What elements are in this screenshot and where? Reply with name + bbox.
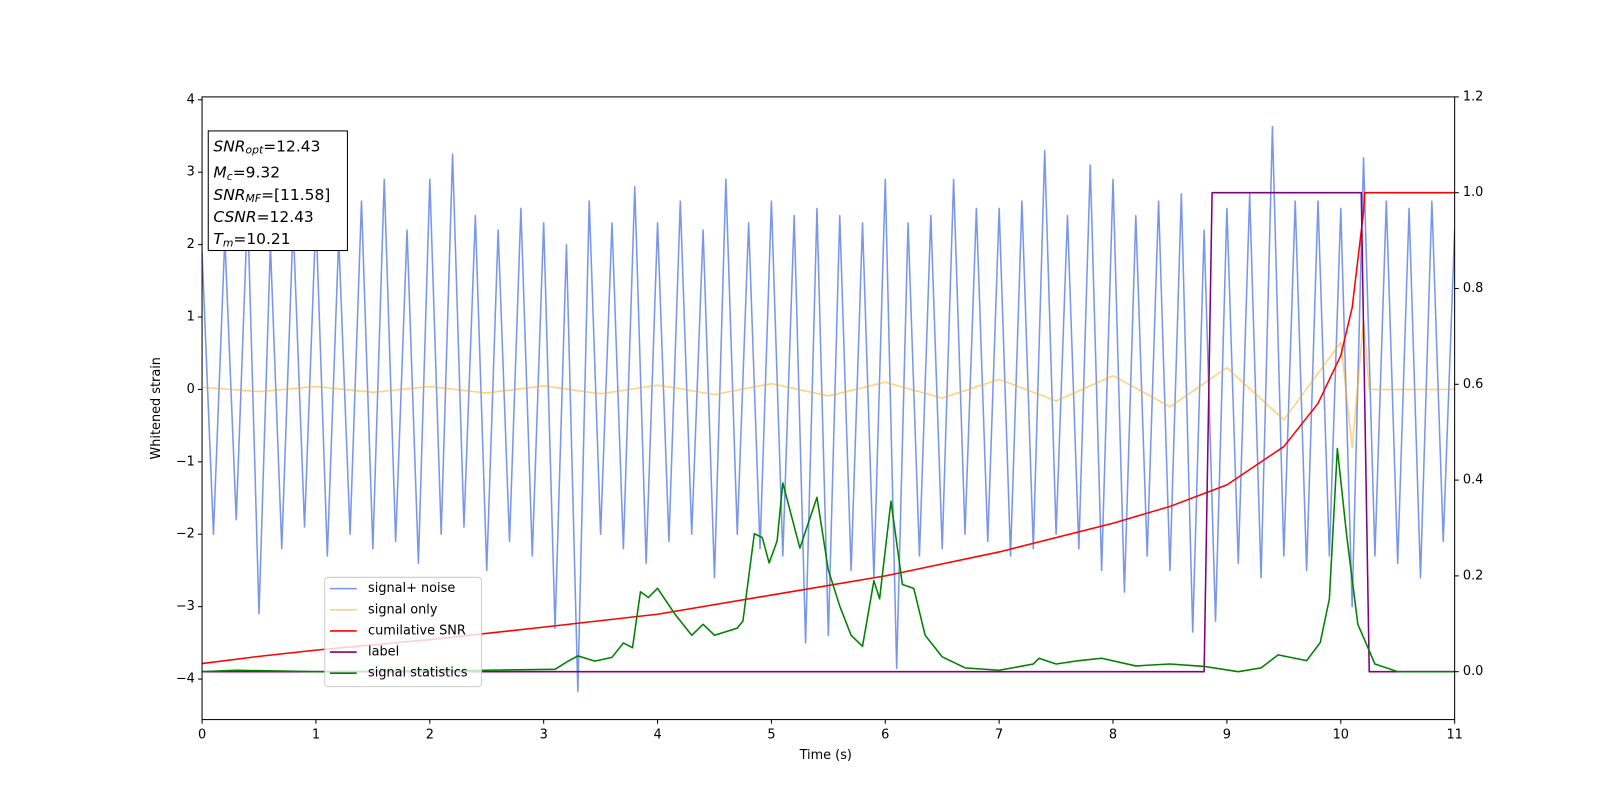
y2-tick-label: 0.8 [1463, 281, 1483, 296]
y-tick-label: −1 [176, 454, 195, 469]
x-axis-label: Time (s) [799, 748, 852, 763]
x-tick-label: 11 [1446, 728, 1462, 743]
legend-frame [324, 576, 482, 688]
legend-label: signal statistics [368, 666, 468, 681]
x-tick-label: 2 [426, 728, 434, 743]
x-tick-label: 5 [767, 728, 775, 743]
x-tick-label: 0 [198, 728, 206, 743]
annotation: Tm=10.21 [213, 230, 290, 250]
annotation-subscript: m [223, 236, 234, 249]
x-tick-label: 9 [1223, 728, 1231, 743]
y-tick-label: 0 [187, 382, 195, 397]
legend-label: cumilative SNR [368, 623, 466, 638]
series-line [202, 191, 1455, 673]
y2-tick-label: 0.2 [1463, 568, 1483, 583]
annotation-value: =12.43 [263, 137, 320, 155]
annotation-frame [207, 130, 348, 252]
y-axis-label: Whitened strain [149, 357, 164, 459]
annotation-value: =12.43 [257, 208, 314, 226]
legend: signal+ noise signal only cumilative SNR la… [324, 576, 482, 688]
y2-tick-label: 0.6 [1463, 377, 1483, 392]
series-line [202, 447, 1455, 673]
annotation-value: =[11.58] [261, 185, 330, 203]
x-tick-label: 8 [1109, 728, 1117, 743]
y-tick-label: −2 [176, 527, 195, 542]
annotation-value: =9.32 [233, 163, 280, 181]
annotation-subscript: opt [246, 144, 264, 157]
y-tick-label: −4 [176, 672, 195, 687]
y-tick-label: 1 [187, 310, 195, 325]
annotation-symbol: SNR [213, 137, 245, 155]
x-tick-label: 4 [653, 728, 661, 743]
series-line [202, 125, 1455, 693]
legend-label: label [368, 645, 399, 660]
legend-label: signal only [368, 602, 438, 617]
annotation-symbol: T [213, 230, 224, 248]
y-tick-label: 4 [187, 92, 195, 107]
y2-tick-label: 0.4 [1463, 473, 1483, 488]
x-tick-label: 7 [995, 728, 1003, 743]
annotation: SNRMF=[11.58] [213, 185, 330, 205]
y-tick-label: 2 [187, 237, 195, 252]
axes-frame [201, 96, 1456, 721]
y2-tick-label: 0.0 [1463, 664, 1483, 679]
annotation-subscript: MF [246, 192, 262, 205]
x-tick-label: 1 [312, 728, 320, 743]
x-tick-label: 3 [540, 728, 548, 743]
annotation-value: =10.21 [233, 230, 290, 248]
annotation: Mc=9.32 [213, 163, 280, 183]
y2-tick-label: 1.2 [1463, 89, 1483, 104]
annotation-symbol: CSNR [213, 208, 256, 226]
annotation-symbol: SNR [213, 185, 245, 203]
annotation-box: SNRopt=12.43Mc=9.32SNRMF=[11.58]CSNR=12.… [207, 130, 348, 252]
annotation-symbol: M [213, 163, 226, 181]
x-tick-label: 10 [1333, 728, 1349, 743]
series-line [202, 319, 1455, 449]
x-tick-label: 6 [881, 728, 889, 743]
y2-tick-label: 1.0 [1463, 185, 1483, 200]
annotation: SNRopt=12.43 [213, 137, 320, 157]
y-tick-label: 3 [187, 165, 195, 180]
annotation: CSNR=12.43 [213, 208, 313, 226]
annotation-subscript: c [227, 170, 233, 183]
legend-label: signal+ noise [368, 581, 455, 596]
y-tick-label: −3 [176, 599, 195, 614]
